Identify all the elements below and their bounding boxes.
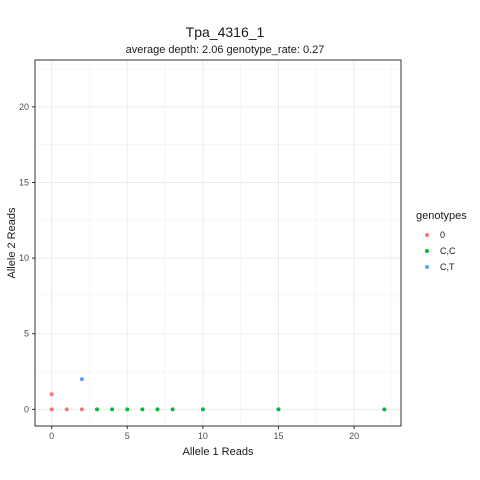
major-gridlines [35,60,401,426]
data-point [110,407,115,412]
y-tick-label: 10 [19,253,29,263]
data-point [64,407,69,412]
y-tick-label: 20 [19,102,29,112]
data-point [155,407,160,412]
x-axis-title: Allele 1 Reads [183,446,254,458]
y-axis-ticks: 0 5 10 15 20 [19,102,35,414]
plot-panel-border [34,59,402,427]
data-point [200,407,205,412]
data-point [49,392,54,397]
data-points [49,377,387,412]
data-point [140,407,145,412]
data-point [170,407,175,412]
x-axis-ticks: 0 5 10 15 20 [49,426,359,441]
data-point [49,407,54,412]
legend-label: C,C [440,246,456,256]
data-point [382,407,387,412]
legend-key [425,265,429,269]
legend-label: C,T [440,262,455,272]
y-tick-label: 0 [24,404,29,414]
x-tick-label: 0 [49,431,54,441]
legend-key [425,249,429,253]
y-axis-title: Allele 2 Reads [6,207,18,278]
legend: genotypes 0 C,C C,T [416,210,467,272]
y-tick-label: 5 [24,329,29,339]
data-point [276,407,281,412]
minor-gridlines [35,60,401,426]
data-point [125,407,130,412]
y-tick-label: 15 [19,178,29,188]
x-tick-label: 15 [273,431,283,441]
x-tick-label: 20 [349,431,359,441]
legend-label: 0 [440,230,445,240]
legend-title: genotypes [416,210,467,222]
chart-subtitle: average depth: 2.06 genotype_rate: 0.27 [126,44,325,56]
data-point [79,407,84,412]
chart-title: Tpa_4316_1 [186,24,265,40]
legend-key [425,233,429,237]
x-tick-label: 5 [125,431,130,441]
data-point [95,407,100,412]
x-tick-label: 10 [198,431,208,441]
data-point [79,377,84,382]
